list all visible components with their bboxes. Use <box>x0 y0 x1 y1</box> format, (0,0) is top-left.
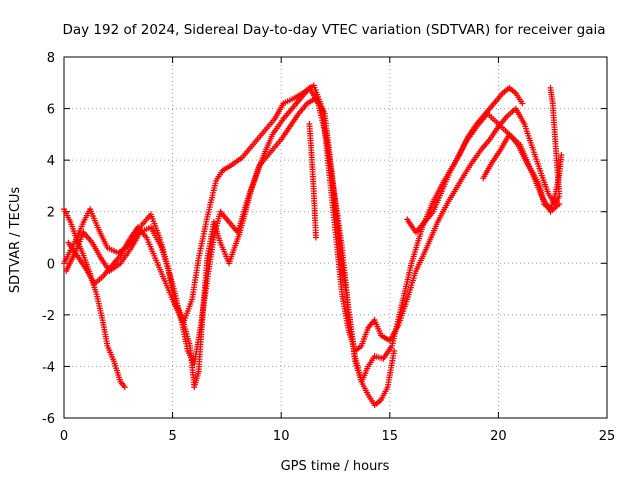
data-point <box>121 384 128 391</box>
x-tick-label: 15 <box>382 429 399 444</box>
y-tick-label: 2 <box>47 206 55 221</box>
plot-frame <box>63 56 608 419</box>
chart-title: Day 192 of 2024, Sidereal Day-to-day VTE… <box>62 22 605 38</box>
data-point <box>519 100 526 107</box>
y-tick-label: 4 <box>47 154 55 169</box>
y-tick-label: 8 <box>47 51 55 66</box>
x-axis-label: GPS time / hours <box>281 459 390 474</box>
series-track-1 <box>61 206 128 391</box>
y-tick-label: -4 <box>42 360 55 375</box>
x-tick-label: 20 <box>490 429 507 444</box>
x-tick-label: 5 <box>168 429 176 444</box>
series-track-2 <box>61 82 563 354</box>
x-tick-label: 10 <box>273 429 290 444</box>
series-track-8 <box>306 121 319 241</box>
x-tick-label: 0 <box>60 429 68 444</box>
x-axis: 0 5 10 15 20 25 <box>60 57 615 444</box>
x-tick-label: 25 <box>599 429 616 444</box>
series-track-5 <box>404 84 526 236</box>
y-tick-label: 0 <box>47 257 55 272</box>
y-axis: -6 -4 -2 0 2 4 6 8 <box>42 51 607 427</box>
series-track-7 <box>547 84 563 197</box>
data-point <box>391 348 398 354</box>
y-tick-label: -6 <box>42 412 55 427</box>
series-track-6 <box>480 131 565 213</box>
series-track-4 <box>65 84 398 409</box>
y-axis-label: SDTVAR / TECUs <box>8 187 23 294</box>
y-tick-label: -2 <box>42 309 55 324</box>
data-point <box>558 152 565 158</box>
y-tick-label: 6 <box>47 103 55 118</box>
data-point <box>556 190 563 197</box>
data-points <box>61 82 565 409</box>
data-point <box>556 201 563 207</box>
data-point <box>313 234 319 241</box>
